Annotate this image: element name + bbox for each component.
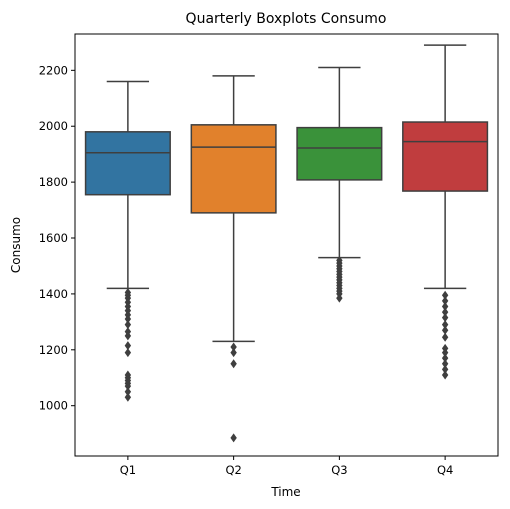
plot-area <box>84 44 489 443</box>
outlier-point <box>124 381 132 391</box>
outlier-point <box>336 293 343 303</box>
y-axis-label: Consumo <box>9 217 23 273</box>
x-axis-ticks: Q1 Q2 Q3 Q4 <box>120 456 453 477</box>
box-group-q2 <box>190 75 277 443</box>
x-tick-label: Q2 <box>225 463 241 477</box>
iqr-box <box>190 124 277 214</box>
x-tick-label: Q3 <box>331 463 347 477</box>
outlier-point <box>441 313 449 323</box>
x-axis-label: Time <box>270 485 300 499</box>
outlier-point <box>441 290 449 300</box>
y-tick-label: 1000 <box>39 399 68 413</box>
outlier-point <box>124 348 132 358</box>
outlier-point <box>230 359 237 369</box>
x-tick-label: Q4 <box>437 463 453 477</box>
chart-title: Quarterly Boxplots Consumo <box>186 11 387 27</box>
x-tick-label: Q1 <box>120 463 136 477</box>
outlier-point <box>441 296 449 306</box>
outlier-point <box>124 341 132 351</box>
outlier-point <box>441 320 449 330</box>
y-tick-label: 1800 <box>39 175 68 189</box>
outlier-point <box>230 348 237 358</box>
outlier-point <box>441 364 449 374</box>
box-group-q3 <box>296 66 383 303</box>
iqr-box <box>402 121 489 192</box>
y-tick-label: 1600 <box>39 231 68 245</box>
outlier-point <box>441 301 449 311</box>
y-tick-label: 1400 <box>39 287 68 301</box>
outlier-point <box>124 320 132 330</box>
outlier-point <box>230 342 237 352</box>
outlier-point <box>441 348 449 358</box>
outlier-point <box>441 332 449 342</box>
outlier-point <box>441 353 449 363</box>
outlier-point <box>441 325 449 335</box>
box-group-q1 <box>84 80 171 402</box>
box-group-q4 <box>402 44 489 380</box>
iqr-box <box>84 131 171 196</box>
outlier-point <box>230 433 237 443</box>
iqr-box <box>296 126 383 181</box>
outlier-point <box>124 314 132 324</box>
outlier-point <box>441 307 449 317</box>
y-tick-label: 2200 <box>39 63 68 77</box>
y-axis-ticks: 1000 1200 1400 1600 1800 2000 2200 <box>39 63 75 413</box>
y-tick-label: 2000 <box>39 119 68 133</box>
plot-frame <box>74 33 499 457</box>
outlier-point <box>441 370 449 380</box>
outlier-point <box>124 387 132 397</box>
y-tick-label: 1200 <box>39 343 68 357</box>
outlier-point <box>441 359 449 369</box>
outlier-point <box>124 331 132 341</box>
outlier-point <box>124 392 132 402</box>
